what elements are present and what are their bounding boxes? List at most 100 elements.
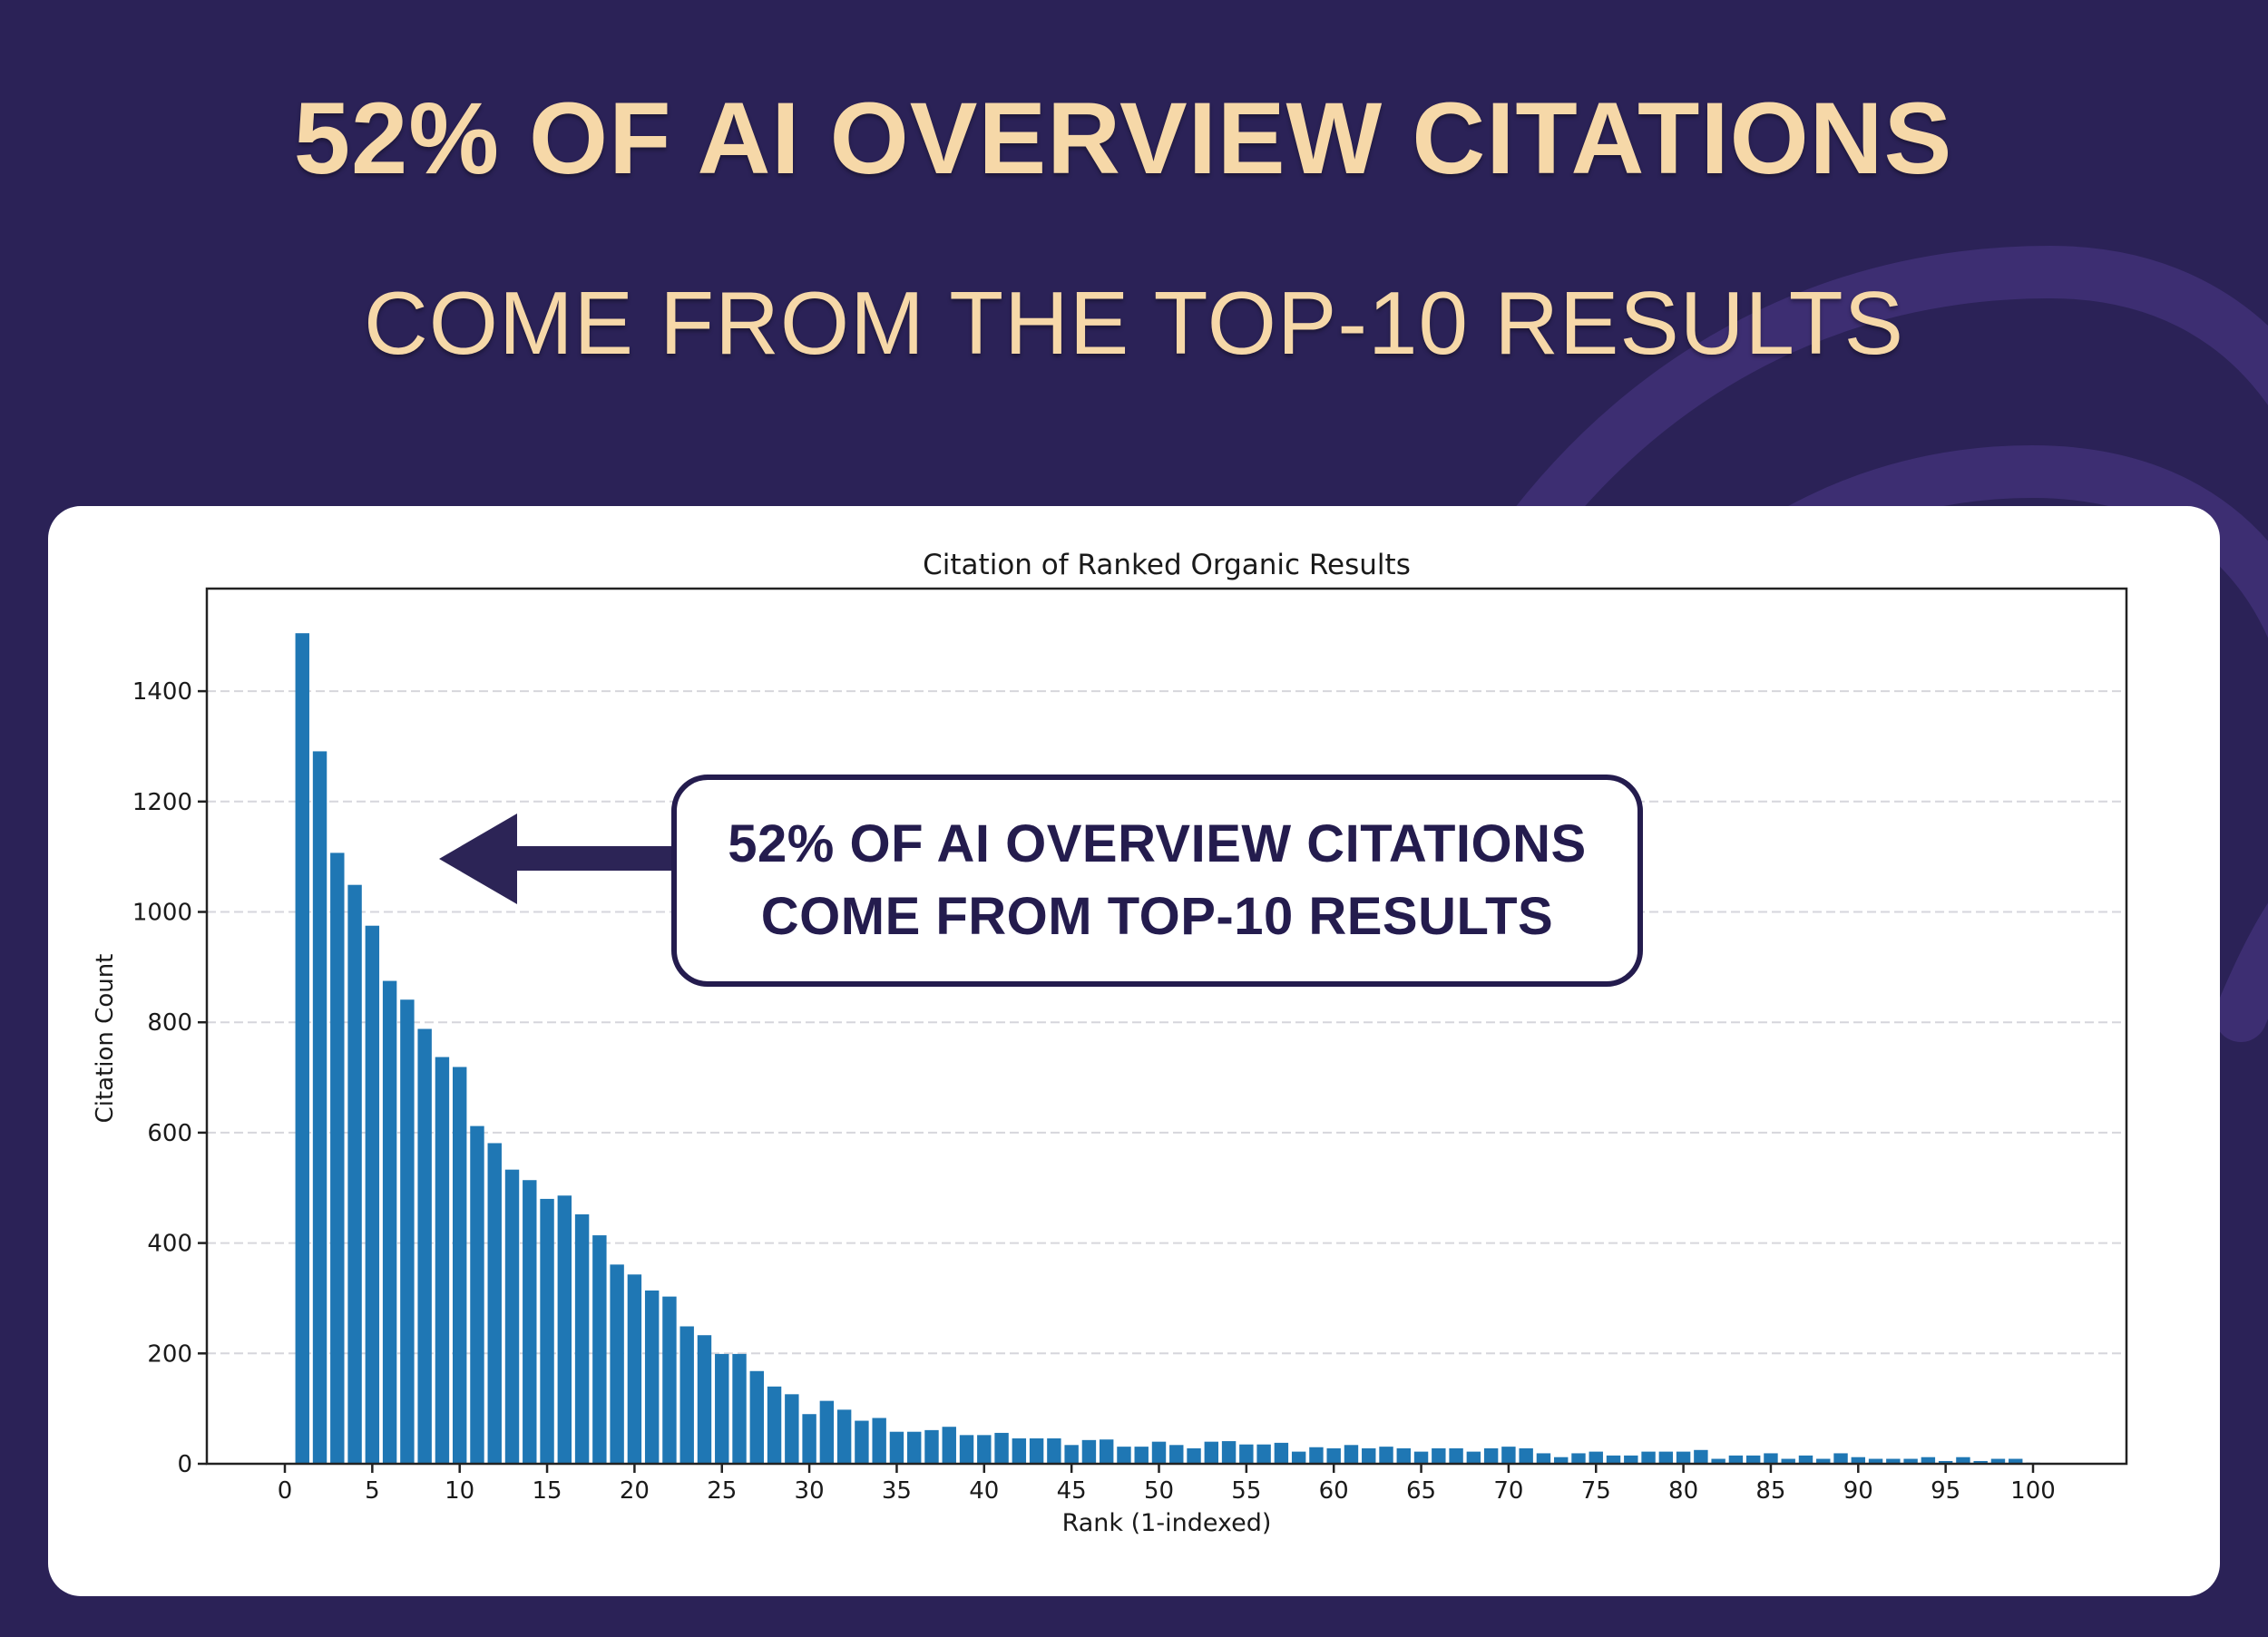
bar	[1536, 1453, 1551, 1464]
x-tick-label: 25	[707, 1477, 737, 1505]
x-tick-label: 100	[2010, 1477, 2056, 1505]
bar	[1274, 1442, 1289, 1464]
bar	[540, 1198, 554, 1464]
bar	[1413, 1451, 1429, 1464]
bar	[295, 633, 309, 1464]
bar	[1064, 1445, 1079, 1464]
bar	[1221, 1441, 1237, 1464]
bar	[1519, 1447, 1533, 1464]
bar	[1099, 1439, 1114, 1464]
bar	[1973, 1460, 1988, 1464]
bar	[1921, 1457, 1936, 1464]
x-tick-label: 80	[1668, 1477, 1698, 1505]
callout-box: 52% OF AI OVERVIEW CITATIONS COME FROM T…	[671, 775, 1643, 987]
bar	[1816, 1458, 1831, 1464]
bar	[994, 1432, 1009, 1464]
bar	[1483, 1447, 1499, 1464]
bar	[1938, 1460, 1953, 1464]
bar	[1624, 1455, 1638, 1464]
bar	[1798, 1455, 1813, 1464]
x-tick-label: 55	[1231, 1477, 1261, 1505]
bar	[1081, 1439, 1097, 1464]
x-tick-label: 0	[278, 1477, 293, 1505]
bar	[959, 1435, 974, 1464]
bar	[1449, 1447, 1463, 1464]
bar	[1956, 1457, 1970, 1464]
bar	[1169, 1445, 1184, 1464]
bar	[1187, 1447, 1201, 1464]
bar	[1362, 1447, 1376, 1464]
bar	[417, 1028, 432, 1464]
x-tick-label: 90	[1843, 1477, 1873, 1505]
y-tick-label: 800	[147, 1009, 192, 1037]
bar	[627, 1274, 642, 1464]
bar	[1432, 1447, 1446, 1464]
bar	[1833, 1453, 1848, 1464]
bar	[697, 1335, 712, 1464]
y-axis-ticks: 0 200 400 600 800 1000 1200 1400	[132, 678, 207, 1478]
bar	[855, 1420, 869, 1464]
x-tick-label: 10	[445, 1477, 474, 1505]
bar	[767, 1386, 782, 1464]
chart-title: Citation of Ranked Organic Results	[923, 549, 1411, 581]
bar	[1134, 1447, 1149, 1464]
x-axis-ticks: 0 5 10 15 20 25 30 35 40 45 50 55 60 65 70 75 80 85 90 95 10…	[278, 1464, 2056, 1505]
bar	[1868, 1458, 1883, 1464]
bar	[574, 1213, 590, 1464]
bars	[295, 633, 2040, 1464]
bar	[470, 1125, 484, 1464]
bar	[504, 1169, 520, 1464]
bar	[644, 1290, 660, 1464]
bar	[610, 1264, 624, 1464]
callout-line-1: 52% OF AI OVERVIEW CITATIONS	[728, 814, 1587, 873]
bar	[1012, 1438, 1027, 1464]
bar	[715, 1353, 729, 1464]
left-arrow-icon	[439, 814, 675, 904]
bar	[382, 980, 397, 1464]
bar	[1256, 1444, 1271, 1464]
x-tick-label: 45	[1057, 1477, 1087, 1505]
bar	[1047, 1438, 1061, 1464]
bar	[1326, 1447, 1341, 1464]
bar	[819, 1400, 835, 1464]
bar	[1764, 1453, 1778, 1464]
bar	[523, 1180, 537, 1464]
bar	[592, 1235, 607, 1464]
bar	[1117, 1447, 1131, 1464]
x-tick-label: 65	[1406, 1477, 1436, 1505]
y-tick-label: 600	[147, 1120, 192, 1147]
bar	[1641, 1451, 1656, 1464]
bar	[1344, 1445, 1359, 1464]
x-tick-label: 95	[1931, 1477, 1960, 1505]
bar	[1694, 1449, 1708, 1464]
x-tick-label: 5	[365, 1477, 380, 1505]
bar	[1151, 1441, 1167, 1464]
y-tick-label: 1200	[132, 789, 192, 816]
bar	[1745, 1455, 1761, 1464]
bar	[1309, 1447, 1324, 1464]
bar	[872, 1418, 886, 1464]
y-tick-label: 400	[147, 1231, 192, 1258]
bar	[889, 1431, 904, 1464]
bar	[1851, 1457, 1866, 1464]
bar	[1466, 1451, 1481, 1464]
x-tick-label: 15	[533, 1477, 562, 1505]
headline-primary: 52% OF AI OVERVIEW CITATIONS	[293, 82, 1953, 195]
bar	[1728, 1455, 1744, 1464]
bar	[802, 1414, 816, 1464]
bar	[365, 925, 380, 1464]
x-tick-label: 70	[1493, 1477, 1523, 1505]
bar	[1239, 1444, 1254, 1464]
x-axis-label: Rank (1-indexed)	[1062, 1509, 1272, 1537]
callout-line-2: COME FROM TOP-10 RESULTS	[760, 887, 1554, 946]
x-tick-label: 35	[882, 1477, 912, 1505]
x-tick-label: 50	[1144, 1477, 1174, 1505]
bar	[1396, 1447, 1411, 1464]
bar	[1554, 1457, 1569, 1464]
headline-secondary: COME FROM THE TOP-10 RESULTS	[364, 273, 1904, 373]
bar	[662, 1296, 677, 1464]
bar	[749, 1370, 764, 1464]
x-tick-label: 60	[1319, 1477, 1349, 1505]
bar	[1571, 1453, 1586, 1464]
